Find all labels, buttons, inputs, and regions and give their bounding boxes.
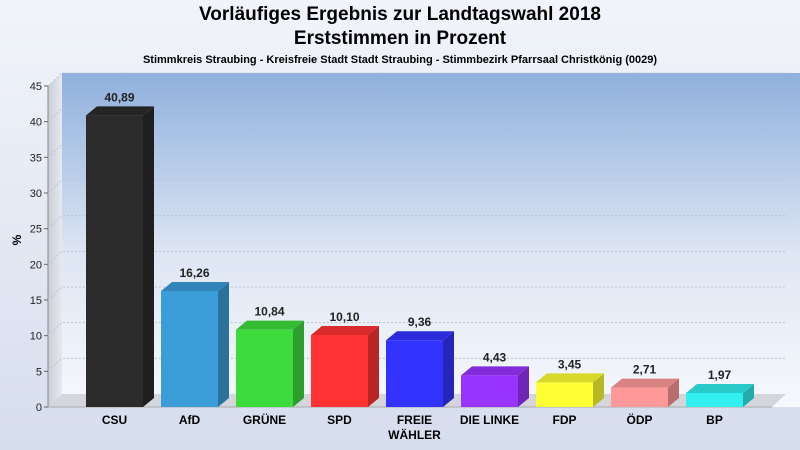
chart-caption: Stimmkreis Straubing - Kreisfreie Stadt … xyxy=(142,54,658,66)
bar-side xyxy=(743,383,754,407)
bar-value-label: 2,71 xyxy=(633,363,657,377)
bar-front xyxy=(311,334,368,407)
gridline xyxy=(47,357,786,372)
y-tick-label: 20 xyxy=(30,259,42,271)
bar-value-label: 10,10 xyxy=(329,310,359,324)
x-tick-label: DIE LINKE xyxy=(460,413,519,427)
x-tick-label: ÖDP xyxy=(626,412,652,427)
gridline xyxy=(47,286,786,301)
x-tick-label: CSU xyxy=(102,413,127,427)
bar-top xyxy=(311,325,379,335)
bar-top xyxy=(536,373,604,383)
bar-bp: 1,97 xyxy=(686,368,754,407)
bar-top xyxy=(611,378,679,388)
bar-value-label: 4,43 xyxy=(483,350,507,364)
bar-value-label: 1,97 xyxy=(708,368,732,382)
gridline xyxy=(47,143,786,158)
y-axis-label: % xyxy=(10,234,24,245)
y-tick-label: 25 xyxy=(30,224,42,236)
bar-side xyxy=(443,331,454,407)
bar-fdp: 3,45 xyxy=(536,357,604,407)
gridline xyxy=(47,250,786,265)
bar-front xyxy=(461,375,518,407)
x-tick-label: BP xyxy=(706,413,723,427)
bar-side xyxy=(368,325,379,407)
bar-front xyxy=(536,382,593,407)
bar-grüne: 10,84 xyxy=(236,305,304,407)
gridline xyxy=(47,215,786,230)
y-tick-label: 10 xyxy=(30,331,42,343)
bar-value-label: 10,84 xyxy=(254,305,284,319)
bar-front xyxy=(236,329,293,407)
bar-ödp: 2,71 xyxy=(611,363,679,407)
y-axis: 0 5 10 15 20 25 30 35 40 45 xyxy=(30,72,786,414)
gridline xyxy=(47,322,786,337)
bar-top xyxy=(386,331,454,341)
bar-value-label: 40,89 xyxy=(104,90,134,104)
bar-side xyxy=(668,378,679,407)
bar-top xyxy=(461,366,529,376)
x-tick-label: GRÜNE xyxy=(243,412,286,427)
bar-top xyxy=(86,106,154,116)
gridline xyxy=(47,179,786,194)
bar-afd: 16,26 xyxy=(161,266,229,407)
y-tick-label: 35 xyxy=(30,152,42,164)
y-tick-label: 45 xyxy=(30,81,42,93)
bar-spd: 10,10 xyxy=(311,310,379,407)
x-tick-label: FDP xyxy=(553,413,577,427)
plot-left-wall xyxy=(48,73,62,407)
bar-side xyxy=(593,373,604,407)
bar-csu: 40,89 xyxy=(86,90,154,408)
y-tick-label: 0 xyxy=(36,402,42,414)
x-tick-label: AfD xyxy=(179,413,201,427)
bar-die-linke: 4,43 xyxy=(461,350,529,407)
bar-top xyxy=(686,383,754,393)
bar-top xyxy=(236,320,304,330)
x-tick-label: FREIE xyxy=(397,413,432,427)
bar-value-label: 3,45 xyxy=(558,357,582,371)
bar-front xyxy=(611,387,668,407)
x-tick-label: SPD xyxy=(327,413,352,427)
bars: 40,89 16,26 10,84 10,10 9,36 4,43 3,45 2,71 1,97 xyxy=(86,90,754,408)
chart-subtitle: Erststimmen in Prozent xyxy=(293,28,507,49)
bar-value-label: 16,26 xyxy=(179,266,209,280)
bar-freie-wähler: 9,36 xyxy=(386,315,454,407)
bar-front xyxy=(386,340,443,407)
bar-side xyxy=(293,320,304,407)
bar-front xyxy=(161,291,218,407)
y-tick-label: 30 xyxy=(30,188,42,200)
gridline xyxy=(47,108,786,123)
gridline xyxy=(47,72,786,87)
bar-front xyxy=(686,392,743,407)
y-tick-label: 5 xyxy=(36,366,42,378)
bar-top xyxy=(161,282,229,292)
bar-front xyxy=(86,115,143,408)
y-tick-label: 40 xyxy=(30,117,42,129)
y-tick-label: 15 xyxy=(30,295,42,307)
bar-side xyxy=(518,366,529,407)
x-tick-label: WÄHLER xyxy=(388,427,441,442)
bar-side xyxy=(143,106,154,408)
chart-title: Vorläufiges Ergebnis zur Landtagswahl 20… xyxy=(199,4,601,25)
bar-side xyxy=(218,282,229,407)
bar-value-label: 9,36 xyxy=(408,315,432,329)
